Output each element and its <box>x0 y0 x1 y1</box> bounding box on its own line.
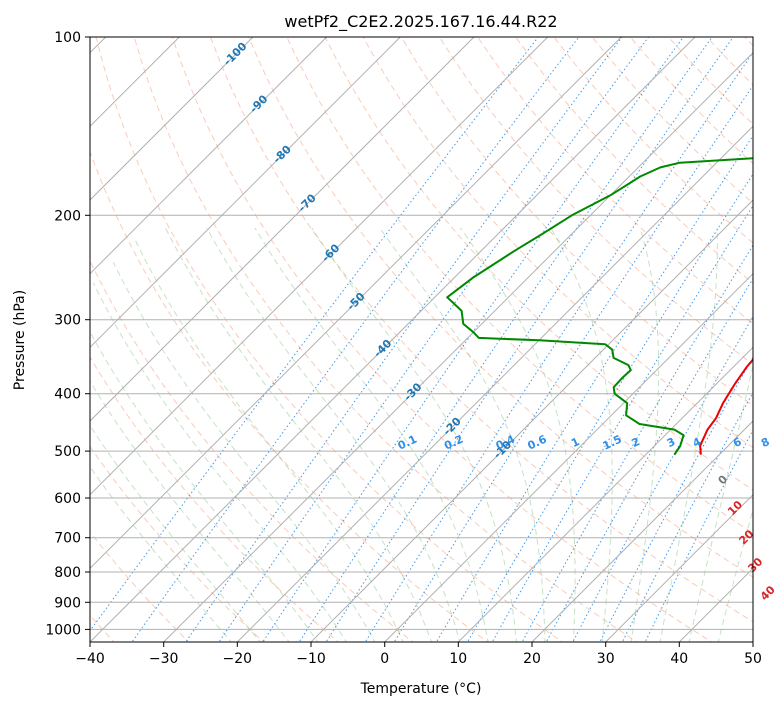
x-tick-label: 10 <box>449 651 467 667</box>
y-tick-label: 1000 <box>45 622 81 638</box>
x-tick-label: 40 <box>670 651 688 667</box>
y-tick-label: 800 <box>54 565 81 581</box>
x-axis-label: Temperature (°C) <box>360 681 482 697</box>
x-tick-label: 50 <box>744 651 762 667</box>
x-tick-label: −20 <box>223 651 253 667</box>
y-tick-label: 200 <box>54 208 81 224</box>
y-tick-label: 300 <box>54 313 81 329</box>
y-tick-label: 600 <box>54 491 81 507</box>
y-tick-label: 100 <box>54 30 81 46</box>
y-axis-label: Pressure (hPa) <box>12 290 28 390</box>
x-tick-label: 0 <box>380 651 389 667</box>
y-tick-label: 900 <box>54 595 81 611</box>
x-tick-label: −30 <box>149 651 179 667</box>
chart-title: wetPf2_C2E2.2025.167.16.44.R22 <box>284 12 557 32</box>
y-tick-label: 700 <box>54 531 81 547</box>
x-tick-label: −40 <box>75 651 105 667</box>
x-tick-label: −10 <box>296 651 326 667</box>
y-tick-label: 500 <box>54 444 81 460</box>
x-tick-label: 20 <box>523 651 541 667</box>
y-tick-label: 400 <box>54 387 81 403</box>
x-tick-label: 30 <box>597 651 615 667</box>
